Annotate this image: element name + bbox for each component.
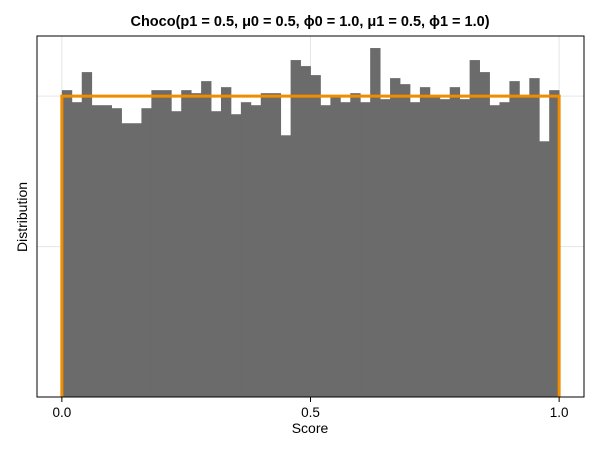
density-line (60, 94, 561, 397)
histogram-bar (191, 93, 202, 398)
histogram-bar (181, 90, 192, 398)
x-ticks: 0.0 0.5 1.0 (52, 397, 569, 420)
histogram-bar (101, 105, 112, 398)
histogram-bar (81, 72, 93, 397)
histogram-bar (61, 90, 73, 398)
y-axis-label: Distribution (14, 182, 30, 252)
histogram-bar (429, 96, 441, 398)
histogram-bar (390, 78, 401, 397)
chart-title: Choco(p1 = 0.5, μ0 = 0.5, ϕ0 = 1.0, μ1 =… (130, 14, 489, 30)
histogram-bar (250, 105, 262, 398)
x-tick-label: 1.0 (550, 405, 569, 420)
histogram-bar (370, 48, 381, 398)
histogram-bars (61, 48, 560, 398)
histogram-bar (300, 66, 311, 397)
histogram-bar (499, 102, 510, 397)
histogram-bar (469, 60, 480, 398)
histogram-bar (211, 111, 222, 397)
histogram-bar (360, 102, 371, 397)
histogram-bar (340, 102, 351, 397)
histogram-bar (280, 135, 292, 397)
histogram-bar (519, 96, 530, 398)
histogram-bar (539, 141, 550, 397)
histogram-bar (459, 99, 471, 398)
histogram-bar (131, 123, 142, 397)
histogram-bar (91, 105, 103, 398)
histogram-bar (330, 96, 341, 398)
histogram-bar (121, 123, 132, 397)
histogram-bar (141, 108, 152, 397)
histogram-bar (260, 93, 272, 398)
x-tick-label: 0.5 (301, 405, 320, 420)
histogram-bar (439, 99, 451, 398)
histogram-bar (151, 90, 162, 398)
histogram-bar (409, 102, 421, 397)
histogram-bar (230, 114, 242, 397)
histogram-bar (449, 87, 461, 398)
histogram-bar (529, 78, 540, 397)
histogram-bar (400, 84, 411, 397)
histogram-bar (380, 99, 391, 398)
histogram-bar (71, 102, 83, 397)
histogram-bar (310, 75, 321, 397)
histogram-bar (489, 105, 500, 398)
histogram-bar (171, 111, 182, 397)
histogram-bar (320, 105, 331, 398)
histogram-bar (201, 81, 212, 397)
histogram-bar (479, 72, 490, 397)
histogram-bar (549, 90, 560, 398)
histogram-bar (350, 93, 361, 398)
x-tick-label: 0.0 (52, 405, 71, 420)
histogram-bar (270, 93, 282, 398)
histogram-bar (240, 102, 252, 397)
x-axis-label: Score (292, 420, 329, 436)
histogram-bar (220, 87, 232, 398)
histogram-bar (290, 60, 301, 398)
histogram-bar (161, 90, 172, 398)
histogram-bar (509, 81, 520, 397)
histogram-bar (419, 87, 431, 398)
histogram-bar (111, 108, 122, 397)
